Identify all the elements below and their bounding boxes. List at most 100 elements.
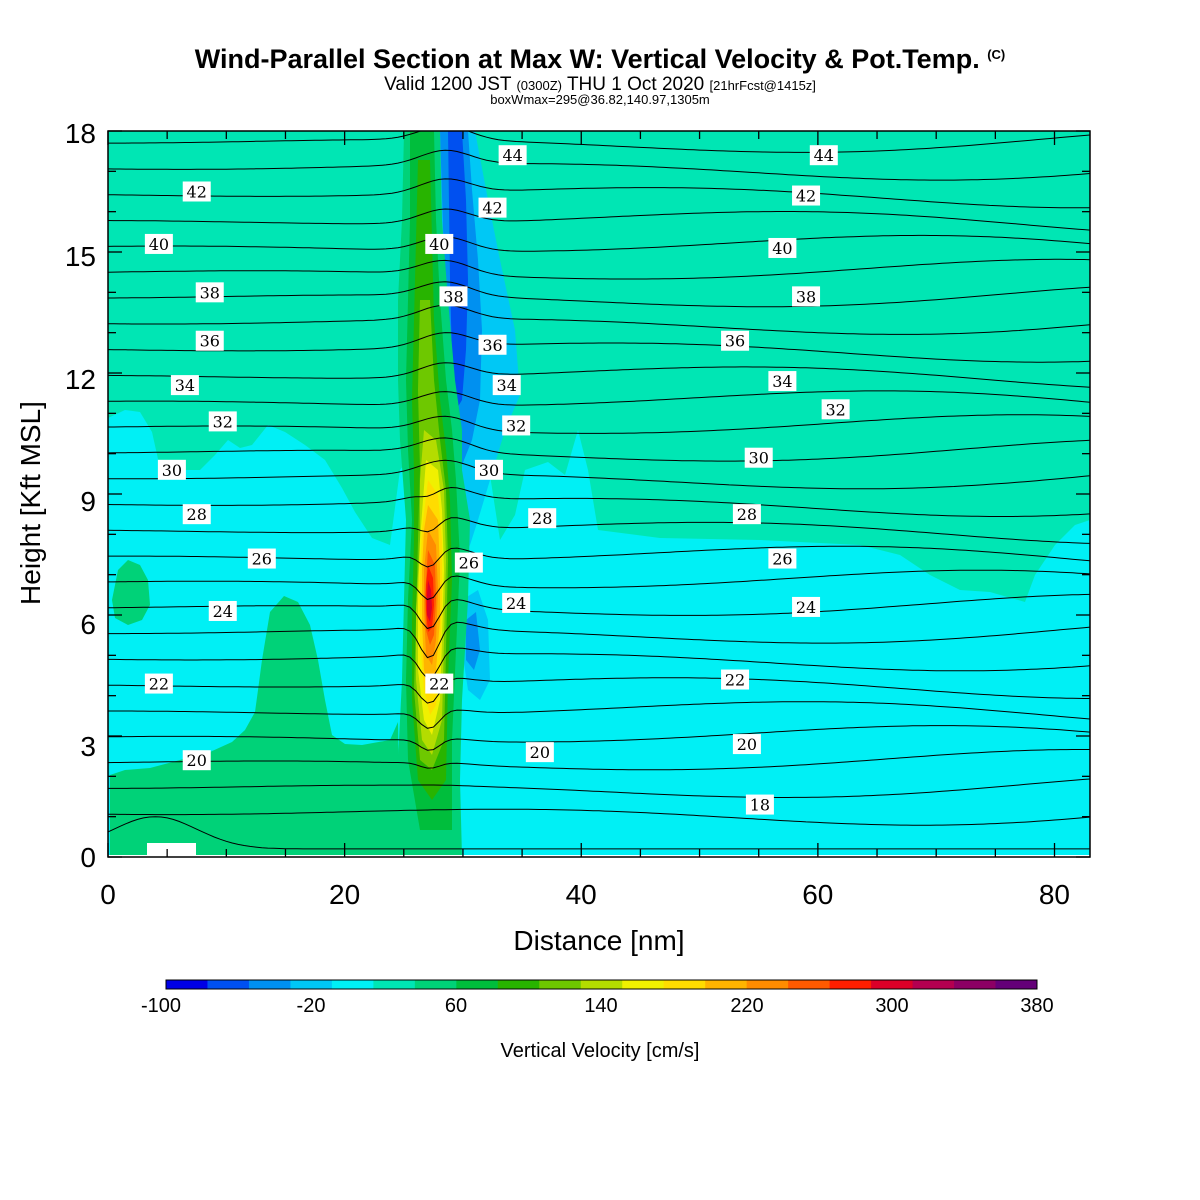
contour-label-box bbox=[454, 552, 483, 573]
contour-label-box bbox=[182, 504, 211, 525]
theta-contour bbox=[108, 390, 1090, 406]
colorbar-swatch bbox=[456, 980, 499, 989]
contour-label: 26 bbox=[772, 550, 792, 569]
contour-label: 26 bbox=[459, 554, 479, 573]
contour-label-box bbox=[492, 375, 521, 396]
y-tick-label: 12 bbox=[65, 364, 96, 395]
theta-contour bbox=[108, 808, 1090, 826]
colorbar-swatches bbox=[166, 980, 1038, 989]
contour-label-box bbox=[170, 375, 199, 396]
fill-green-left-patch bbox=[112, 560, 150, 625]
subtitle-utc: (0300Z) bbox=[516, 78, 562, 93]
plot-area: 44 44 42 42 42 40 40 40 38 38 38 36 36 36 34 34 34 32 32 32… bbox=[107, 130, 1091, 858]
subtitle-date: THU 1 Oct 2020 bbox=[566, 74, 705, 95]
theta-contour bbox=[108, 437, 1090, 462]
contour-label-box bbox=[721, 669, 750, 690]
contour-label-box bbox=[182, 181, 211, 202]
contour-label: 20 bbox=[530, 743, 550, 762]
fill-downdraft-core bbox=[448, 131, 468, 410]
contour-label: 42 bbox=[796, 187, 816, 206]
colorbar-swatch bbox=[207, 980, 250, 989]
contour-label-box bbox=[157, 459, 186, 480]
contour-label: 18 bbox=[750, 796, 770, 815]
colorbar-swatch bbox=[414, 980, 457, 989]
colorbar-tick-label: -100 bbox=[141, 995, 181, 1017]
colorbar-swatch bbox=[166, 980, 208, 989]
colorbar-swatch bbox=[331, 980, 374, 989]
theta-contour bbox=[108, 208, 1090, 231]
subtitle-valid: Valid 1200 JST bbox=[384, 74, 512, 95]
colorbar-swatch bbox=[580, 980, 623, 989]
contour-label-box bbox=[474, 459, 503, 480]
contour-label: 22 bbox=[429, 675, 449, 694]
contour-label: 34 bbox=[497, 376, 517, 395]
theta-contour bbox=[108, 304, 1090, 335]
colorbar-swatch bbox=[912, 980, 955, 989]
contour-label: 32 bbox=[825, 400, 845, 419]
contour-label: 32 bbox=[506, 416, 526, 435]
contour-label: 44 bbox=[502, 146, 522, 165]
contour-label: 42 bbox=[187, 183, 207, 202]
x-axis: 0 20 40 60 80 Distance [nm] bbox=[100, 879, 1070, 956]
contour-label: 24 bbox=[213, 602, 233, 621]
colorbar-swatch bbox=[829, 980, 872, 989]
y-tick-label: 6 bbox=[80, 609, 96, 640]
contour-label-box bbox=[144, 673, 173, 694]
subtitle-forecast: [21hrFcst@1415z] bbox=[709, 78, 816, 93]
contour-label-box bbox=[502, 415, 531, 436]
y-tick-label: 15 bbox=[65, 241, 96, 272]
theta-contour bbox=[108, 593, 1090, 630]
theta-contour bbox=[108, 677, 1090, 704]
contour-label-box bbox=[144, 233, 173, 254]
contour-label-box bbox=[502, 592, 531, 613]
terrain-blank bbox=[147, 843, 196, 857]
contour-label-box bbox=[745, 794, 774, 815]
chart-title-text: Wind-Parallel Section at Max W: Vertical… bbox=[194, 44, 980, 74]
contour-label: 34 bbox=[175, 376, 195, 395]
contour-label-box bbox=[208, 600, 237, 621]
contour-label: 38 bbox=[443, 287, 463, 306]
y-axis-label: Height [Kft MSL] bbox=[15, 401, 46, 605]
theta-contours bbox=[108, 131, 1090, 850]
contour-label-box bbox=[821, 399, 850, 420]
colorbar-tick-label: 300 bbox=[875, 995, 908, 1017]
contour-label-box bbox=[792, 596, 821, 617]
fill-downdraft-lower-core bbox=[466, 612, 480, 670]
theta-contour bbox=[108, 258, 1090, 280]
colorbar-swatch bbox=[995, 980, 1038, 989]
x-tick-label: 0 bbox=[100, 879, 116, 910]
colorbar-swatch bbox=[663, 980, 706, 989]
contour-label: 28 bbox=[187, 505, 207, 524]
x-tick-label: 40 bbox=[566, 879, 597, 910]
theta-contour bbox=[108, 621, 1090, 659]
contour-label: 44 bbox=[814, 146, 834, 165]
colorbar-label: Vertical Velocity [cm/s] bbox=[501, 1040, 700, 1062]
colorbar-swatch bbox=[705, 980, 748, 989]
contour-label-box bbox=[525, 742, 554, 763]
theta-contour bbox=[108, 647, 1090, 680]
contour-label: 34 bbox=[772, 372, 792, 391]
contour-label: 32 bbox=[213, 412, 233, 431]
contour-label-box bbox=[792, 286, 821, 307]
contour-label-box bbox=[195, 330, 224, 351]
chart-title: Wind-Parallel Section at Max W: Vertical… bbox=[0, 44, 1200, 75]
contour-label-box bbox=[208, 411, 237, 432]
colorbar-tick-label: 140 bbox=[584, 995, 617, 1017]
theta-contour bbox=[108, 414, 1090, 434]
fill-updraft-l12 bbox=[427, 580, 432, 622]
x-tick-label: 80 bbox=[1039, 879, 1070, 910]
contour-label-box bbox=[528, 508, 557, 529]
theta-contour bbox=[108, 725, 1090, 751]
contour-label-box bbox=[182, 750, 211, 771]
colorbar-swatch bbox=[539, 980, 582, 989]
theta-contour bbox=[108, 701, 1090, 729]
colorbar-swatch bbox=[746, 980, 789, 989]
colorbar-swatch bbox=[788, 980, 831, 989]
contour-label: 28 bbox=[737, 505, 757, 524]
colorbar-tick-label: 220 bbox=[730, 995, 763, 1017]
colorbar-swatch bbox=[497, 980, 540, 989]
colorbar-swatch bbox=[373, 980, 416, 989]
theta-contour bbox=[108, 517, 1090, 544]
contour-label-box bbox=[478, 197, 507, 218]
